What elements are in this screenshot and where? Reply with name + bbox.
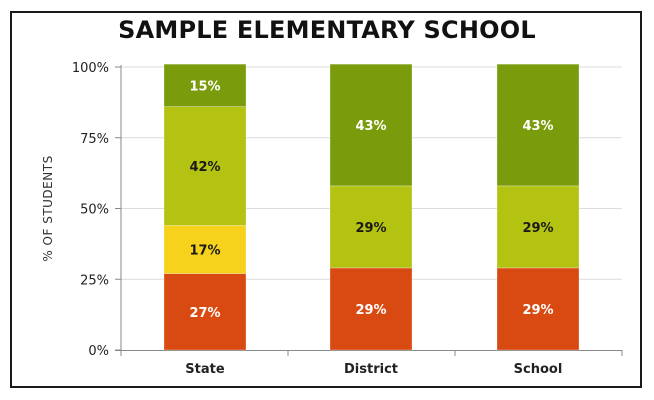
data-label: 17%	[189, 244, 220, 259]
data-label: 29%	[522, 221, 553, 236]
y-tick-label: 75%	[80, 132, 109, 147]
data-label: 43%	[355, 119, 386, 134]
bar-segment	[163, 225, 247, 274]
data-label: 27%	[189, 306, 220, 321]
y-tick-label: 25%	[80, 273, 109, 288]
x-tick-label: State	[185, 362, 225, 377]
y-axis-title: % OF STUDENTS	[41, 155, 55, 261]
x-tick-label: District	[344, 362, 398, 377]
bar-segment	[496, 185, 580, 269]
x-tick-label: School	[514, 362, 563, 377]
chart-title: SAMPLE ELEMENTARY SCHOOL	[118, 16, 536, 44]
bar-segment	[163, 63, 247, 108]
y-tick-label: 0%	[88, 344, 109, 359]
data-label: 42%	[189, 160, 220, 175]
data-label: 29%	[355, 221, 386, 236]
bar-segment	[496, 267, 580, 351]
bar-segment	[163, 106, 247, 226]
data-label: 29%	[522, 303, 553, 318]
bar-segment	[496, 63, 580, 187]
bar-segment	[329, 63, 413, 187]
y-tick-label: 50%	[80, 203, 109, 218]
bar-segment	[329, 185, 413, 269]
y-tick-label: 100%	[72, 61, 109, 76]
data-label: 43%	[522, 119, 553, 134]
data-label: 29%	[355, 303, 386, 318]
data-label: 15%	[189, 79, 220, 94]
